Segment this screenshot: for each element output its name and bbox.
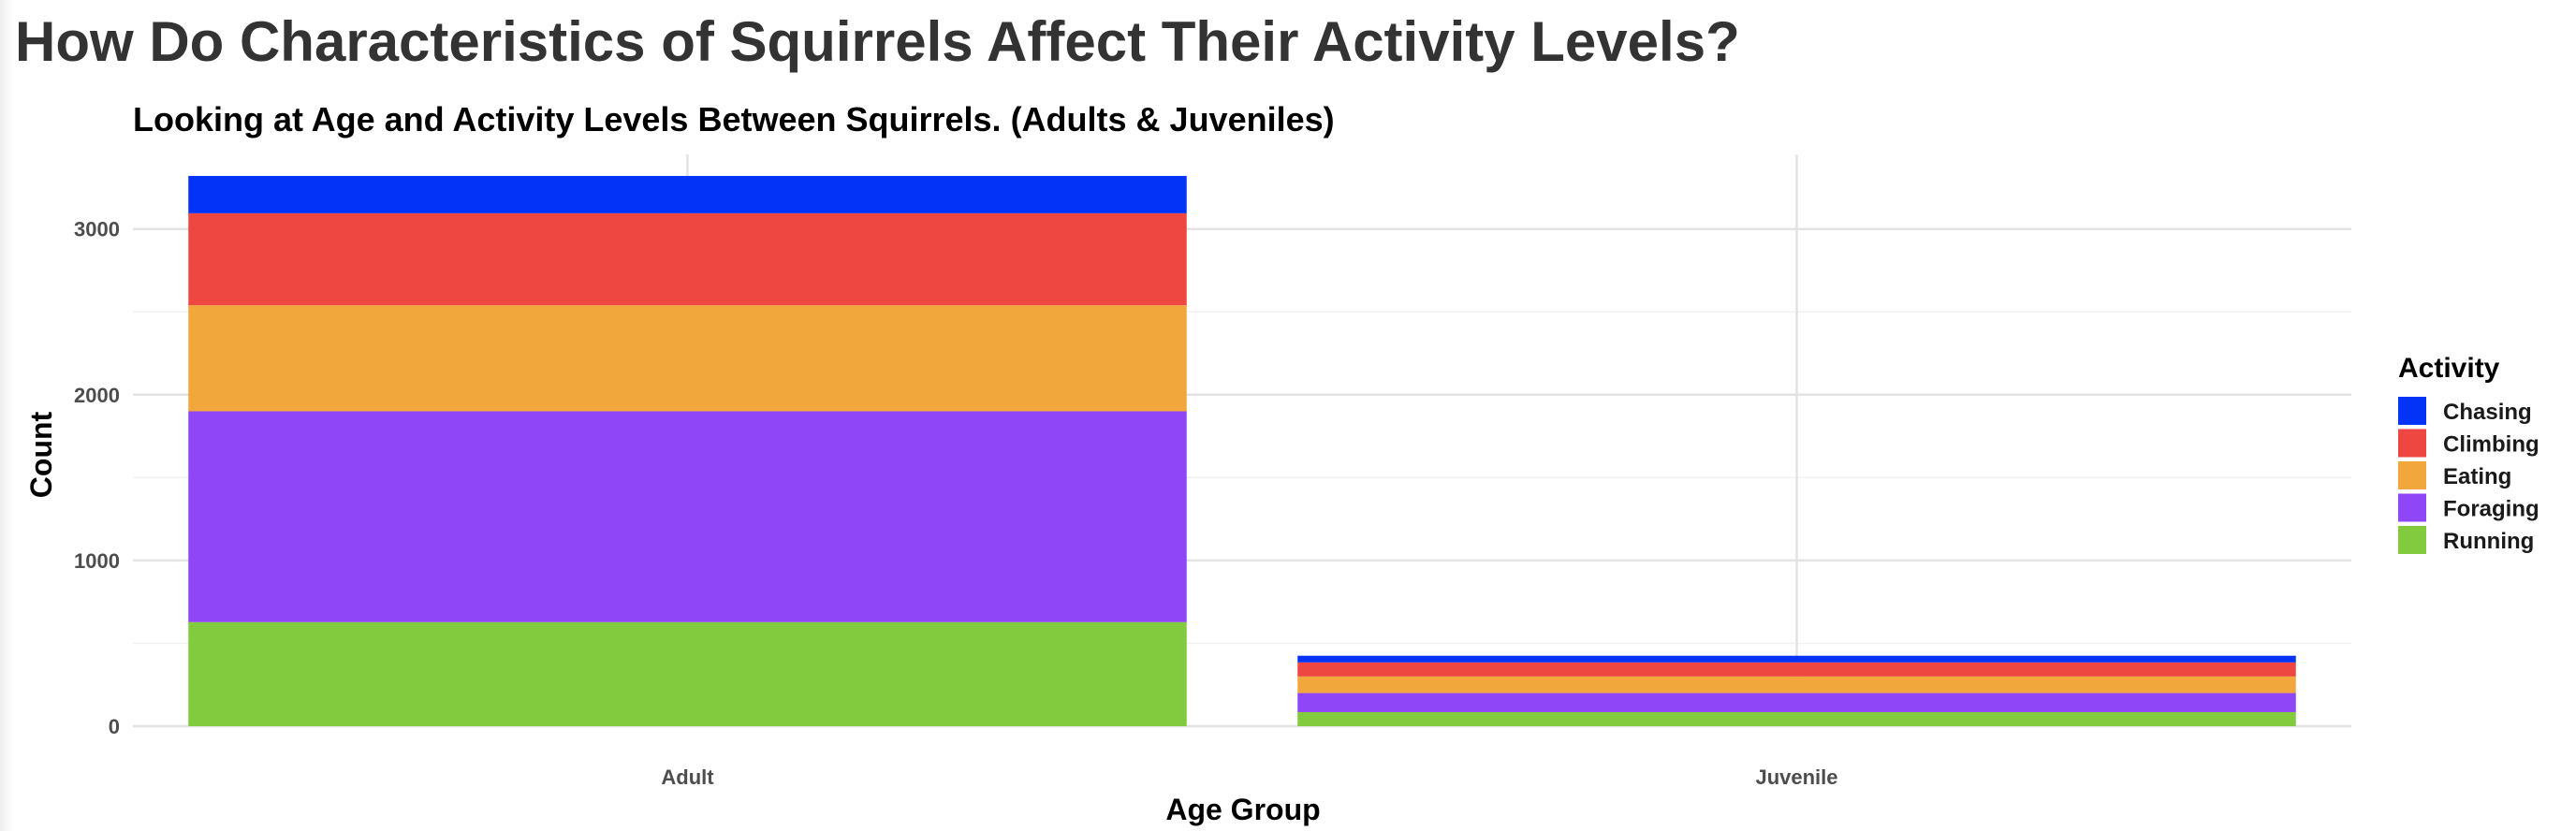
bar-segment-chasing-juvenile (1297, 655, 2296, 663)
page-title: How Do Characteristics of Squirrels Affe… (15, 10, 1740, 73)
axis-ticks: 0 1000 2000 3000 Adult Juvenile (74, 218, 1837, 789)
bar-segment-chasing-adult (188, 176, 1187, 213)
legend-swatch-eating (2398, 461, 2426, 489)
bar-segment-eating-adult (188, 305, 1187, 412)
x-tick-label: Adult (661, 765, 714, 789)
y-tick-label: 2000 (74, 384, 120, 407)
y-tick-label: 3000 (74, 218, 120, 241)
legend-swatch-running (2398, 526, 2426, 554)
chart-subtitle: Looking at Age and Activity Levels Betwe… (133, 100, 1335, 138)
legend-swatch-foraging (2398, 493, 2426, 522)
bar-segment-running-juvenile (1297, 711, 2296, 726)
y-tick-label: 0 (109, 715, 120, 738)
bar-segment-foraging-juvenile (1297, 692, 2296, 712)
legend: Activity Chasing Climbing Eating Foraging Ru… (2398, 353, 2539, 554)
y-axis-title: Count (24, 411, 58, 498)
bar-segment-running-adult (188, 621, 1187, 726)
legend-swatch-climbing (2398, 429, 2426, 458)
legend-label-climbing: Climbing (2443, 432, 2539, 458)
x-tick-label: Juvenile (1755, 765, 1837, 789)
legend-label-chasing: Chasing (2443, 400, 2532, 425)
bar-segment-eating-juvenile (1297, 676, 2296, 693)
legend-swatch-chasing (2398, 397, 2426, 425)
bars (188, 176, 2296, 726)
bar-segment-foraging-adult (188, 411, 1187, 622)
legend-label-running: Running (2443, 529, 2534, 554)
bar-segment-climbing-juvenile (1297, 662, 2296, 677)
legend-label-foraging: Foraging (2443, 497, 2539, 522)
bar-segment-climbing-adult (188, 212, 1187, 306)
y-tick-label: 1000 (74, 549, 120, 573)
legend-title: Activity (2398, 353, 2500, 384)
x-axis-title: Age Group (1165, 793, 1320, 826)
left-edge-shade (0, 0, 13, 831)
legend-items: Chasing Climbing Eating Foraging Running (2398, 397, 2539, 554)
legend-label-eating: Eating (2443, 464, 2511, 489)
